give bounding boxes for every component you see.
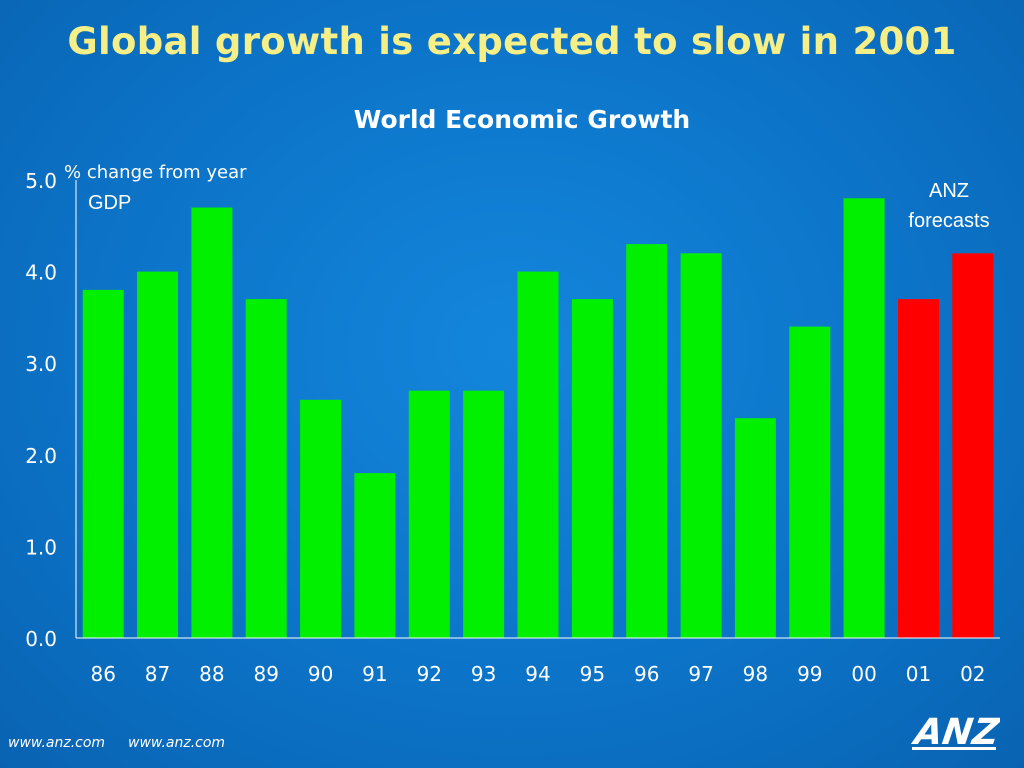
bar-01 [898,299,939,638]
bar-96 [626,244,668,638]
x-tick-label: 00 [851,662,876,686]
footer-url-left[interactable]: www.anz.com [8,735,106,751]
x-tick-label: 99 [797,662,822,686]
x-tick-label: 02 [960,662,985,686]
forecast-annotation-line2: forecasts [908,210,989,232]
bar-98 [734,418,776,638]
bar-86 [82,289,124,638]
x-tick-label: 90 [308,662,333,686]
y-tick-label: 5.0 [25,169,57,193]
x-tick-label: 96 [634,662,659,686]
bar-99 [789,326,831,638]
chart-title: World Economic Growth [354,105,690,134]
bar-90 [300,399,342,638]
bar-92 [408,390,450,638]
anz-logo-underline [912,747,996,750]
bar-95 [571,299,613,638]
bar-00 [843,198,885,639]
bar-91 [354,473,396,638]
x-tick-label: 98 [743,662,768,686]
y-tick-label: 3.0 [25,352,57,376]
bar-97 [680,253,722,639]
x-tick-label: 97 [688,662,713,686]
bar-87 [137,271,178,638]
y-tick-label: 2.0 [25,444,57,468]
slide-title: Global growth is expected to slow in 200… [67,20,957,63]
x-tick-label: 93 [471,662,496,686]
footer-url-right[interactable]: www.anz.com [128,735,226,751]
y-axis-label: % change from year [64,162,247,183]
x-tick-label: 92 [417,662,442,686]
bar-93 [463,390,505,638]
y-tick-label: 1.0 [25,535,57,559]
x-tick-label: 94 [525,662,550,686]
bar-88 [191,207,233,638]
y-tick-label: 0.0 [25,627,57,651]
x-tick-label: 91 [362,662,387,686]
bar-94 [517,271,559,638]
anz-logo-text: ANZ [909,710,1000,752]
x-tick-label: 01 [906,662,931,686]
x-tick-label: 86 [90,662,115,686]
forecast-annotation-line1: ANZ [929,180,969,202]
x-tick-label: 95 [580,662,605,686]
x-tick-label: 89 [253,662,278,686]
bar-89 [245,299,287,638]
x-tick-label: 88 [199,662,224,686]
y-tick-label: 4.0 [25,261,57,285]
anz-logo: ANZ [909,710,1000,752]
series-label: GDP [88,192,131,214]
x-tick-label: 87 [145,662,170,686]
bar-02 [952,253,994,639]
